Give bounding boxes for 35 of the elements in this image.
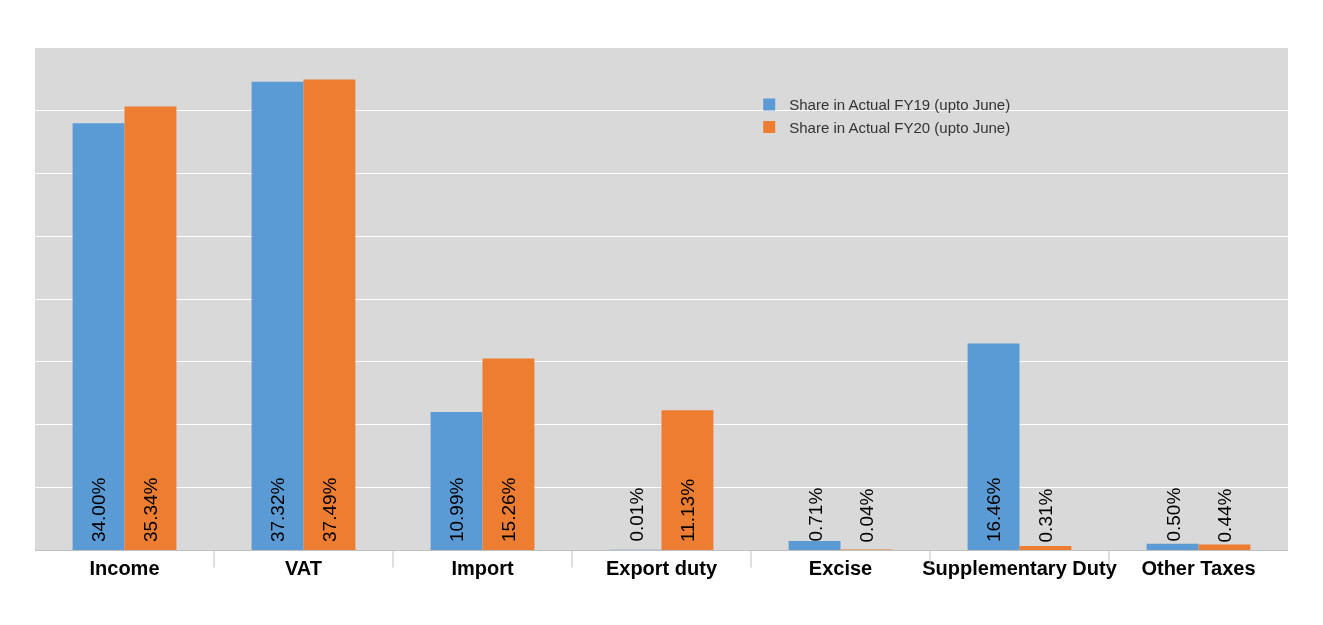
x-tick-label: Excise [808, 557, 873, 579]
bar [661, 410, 714, 550]
data-label: 16.46% [983, 477, 1005, 543]
data-label: 34.00% [88, 477, 110, 543]
bar [430, 412, 483, 550]
bar [967, 343, 1020, 550]
legend-label: Share in Actual FY19 (upto June) [789, 96, 1011, 114]
bar [251, 81, 304, 550]
data-label: 15.26% [497, 477, 519, 542]
data-label: 11.13% [676, 478, 698, 542]
legend-label: Share in Actual FY20 (upto June) [789, 118, 1011, 136]
x-tick-label: Other Taxes [1141, 557, 1256, 579]
bar [303, 79, 356, 550]
bar [788, 541, 841, 550]
x-tick-label: Supplementary Duty [922, 557, 1118, 579]
data-label: 37.32% [267, 477, 289, 543]
data-label: 37.49% [318, 477, 340, 542]
bar [1198, 544, 1251, 550]
data-label: 0.01% [625, 487, 647, 542]
data-label: 0.04% [856, 488, 878, 543]
bar [72, 123, 125, 550]
data-label: 0.44% [1214, 488, 1236, 543]
x-tick-label: VAT [284, 557, 323, 579]
data-label: 35.34% [139, 477, 161, 542]
bar [1019, 546, 1072, 550]
data-label: 0.71% [804, 487, 826, 542]
x-tick-label: Import [451, 557, 514, 579]
data-label: 0.50% [1162, 487, 1184, 542]
bar [124, 106, 177, 550]
bar [1146, 543, 1199, 550]
x-tick-label: Income [89, 557, 160, 579]
data-label: 0.31% [1035, 488, 1057, 543]
x-tick-label: Export duty [605, 557, 718, 579]
data-label: 10.99% [446, 477, 468, 543]
bar [482, 358, 535, 550]
